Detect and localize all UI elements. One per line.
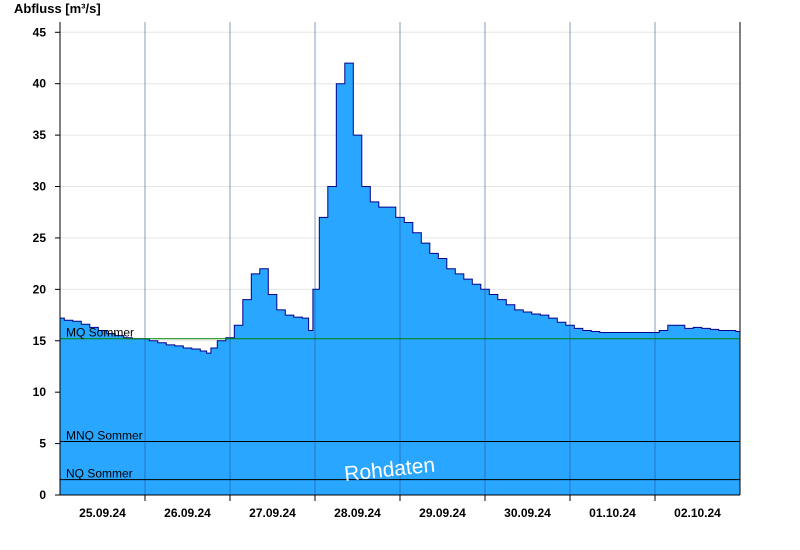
x-tick-label: 26.09.24 [164, 506, 211, 520]
x-tick-label: 29.09.24 [419, 506, 466, 520]
y-tick-label: 25 [33, 231, 47, 245]
y-tick-labels: 0 5 10 15 20 25 30 35 40 45 [33, 25, 47, 502]
y-tick-label: 5 [39, 437, 46, 451]
y-tick-label: 20 [33, 282, 47, 296]
y-axis-label: Abfluss [m³/s] [14, 1, 101, 16]
x-tick-label: 25.09.24 [79, 506, 126, 520]
y-tick-label: 15 [33, 334, 47, 348]
discharge-line [60, 62, 740, 354]
y-tick-label: 35 [33, 128, 47, 142]
reference-line-label: MQ Sommer [66, 326, 134, 340]
vertical-gridlines [144, 22, 656, 495]
reference-line-label: NQ Sommer [66, 467, 133, 481]
x-tick-labels: 25.09.24 26.09.24 27.09.24 28.09.24 29.09.24… [79, 506, 721, 520]
axes [55, 22, 741, 501]
x-tick-label: 02.10.24 [674, 506, 721, 520]
y-tick-label: 0 [39, 488, 46, 502]
reference-lines: MQ Sommer MNQ Sommer NQ Sommer [60, 326, 740, 481]
y-tick-label: 10 [33, 385, 47, 399]
y-tick-label: 40 [33, 77, 47, 91]
reference-line-label: MNQ Sommer [66, 429, 143, 443]
y-tick-label: 45 [33, 25, 47, 39]
y-tick-label: 30 [33, 180, 47, 194]
x-tick-label: 01.10.24 [589, 506, 636, 520]
x-tick-label: 30.09.24 [504, 506, 551, 520]
x-tick-label: 27.09.24 [249, 506, 296, 520]
x-tick-label: 28.09.24 [334, 506, 381, 520]
